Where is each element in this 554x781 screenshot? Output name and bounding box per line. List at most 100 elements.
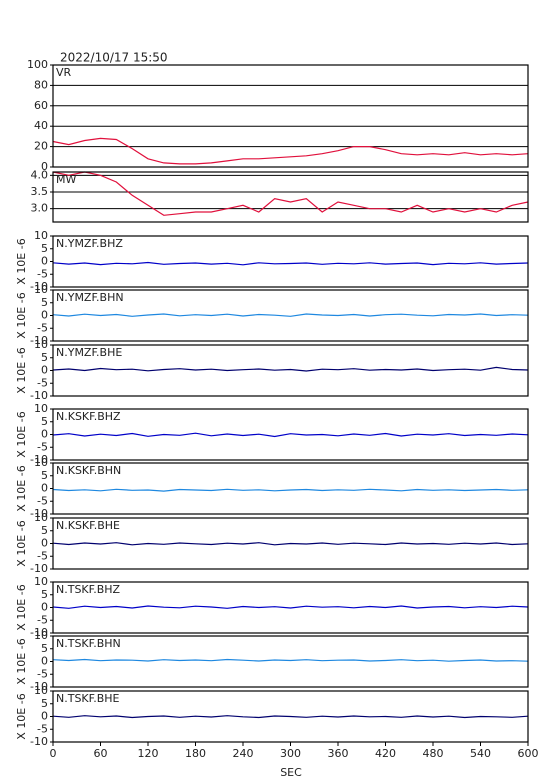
y-tick-label: 5 <box>41 642 48 655</box>
y-axis-label: X 10E -6 <box>15 693 28 739</box>
y-axis-label: X 10E -6 <box>15 411 28 457</box>
x-tick-label: 360 <box>328 747 349 760</box>
y-tick-label: -5 <box>37 440 48 453</box>
y-tick-label: 10 <box>34 629 48 642</box>
chart-title: 2022/10/17 15:50 <box>60 51 168 65</box>
y-tick-label: 0 <box>41 601 48 614</box>
x-tick-label: 600 <box>518 747 539 760</box>
panel-frame <box>52 64 529 168</box>
y-tick-label: 10 <box>34 511 48 524</box>
y-tick-label: -10 <box>30 334 48 347</box>
y-tick-label: 10 <box>34 283 48 296</box>
data-line <box>52 432 529 438</box>
y-tick-label: -5 <box>37 267 48 280</box>
y-tick-label: -10 <box>30 389 48 402</box>
y-tick-label: 5 <box>41 296 48 309</box>
y-tick-label: -5 <box>37 376 48 389</box>
x-tick-label: 420 <box>375 747 396 760</box>
panel-title: N.YMZF.BHZ <box>56 237 123 250</box>
x-tick-label: 300 <box>280 747 301 760</box>
y-tick-label: -5 <box>37 549 48 562</box>
y-tick-label: -5 <box>37 722 48 735</box>
panel-frame <box>52 517 529 570</box>
data-line <box>52 366 529 372</box>
y-tick-label: -10 <box>30 626 48 639</box>
y-tick-label: 5 <box>41 242 48 255</box>
y-tick-label: -5 <box>37 321 48 334</box>
y-tick-label: -5 <box>37 494 48 507</box>
x-axis-label: SEC <box>280 766 302 779</box>
x-tick-label: 240 <box>233 747 254 760</box>
data-line <box>52 261 529 266</box>
y-tick-label: 0 <box>41 364 48 377</box>
data-line <box>52 658 529 662</box>
y-tick-label: -10 <box>30 280 48 293</box>
panel-title: N.TSKF.BHN <box>56 637 121 650</box>
y-tick-label: -10 <box>30 562 48 575</box>
y-tick-label: 10 <box>34 456 48 469</box>
data-line <box>52 715 529 719</box>
data-line <box>52 171 529 216</box>
y-tick-label: 20 <box>34 140 48 153</box>
y-tick-label: -10 <box>30 735 48 748</box>
panel-frame <box>52 171 529 223</box>
panel-title: N.YMZF.BHN <box>56 291 124 304</box>
panel-title: N.KSKF.BHN <box>56 464 121 477</box>
y-tick-label: 60 <box>34 99 48 112</box>
y-tick-label: 5 <box>41 697 48 710</box>
y-tick-label: 0 <box>41 160 48 173</box>
y-tick-label: 5 <box>41 469 48 482</box>
data-line <box>52 313 529 317</box>
panel-title: N.TSKF.BHZ <box>56 583 121 596</box>
y-axis-label: X 10E -6 <box>15 347 28 393</box>
y-tick-label: 5 <box>41 351 48 364</box>
panel-frame <box>52 462 529 515</box>
panel-frame <box>52 289 529 342</box>
x-tick-label: 60 <box>94 747 108 760</box>
y-tick-label: 5 <box>41 524 48 537</box>
y-tick-label: -5 <box>37 667 48 680</box>
panel-frame <box>52 408 529 461</box>
y-tick-label: 0 <box>41 309 48 322</box>
panel-frame <box>52 344 529 397</box>
y-tick-label: 0 <box>41 255 48 268</box>
y-tick-label: 10 <box>34 402 48 415</box>
y-tick-label: 100 <box>27 58 48 71</box>
y-tick-label: -10 <box>30 507 48 520</box>
y-tick-label: 0 <box>41 482 48 495</box>
y-tick-label: 0 <box>41 655 48 668</box>
y-axis-label: X 10E -6 <box>15 465 28 511</box>
panel-title: VR <box>56 66 72 79</box>
y-tick-label: 0 <box>41 710 48 723</box>
y-tick-label: 10 <box>34 229 48 242</box>
panel-frame <box>52 635 529 688</box>
y-axis-label: X 10E -6 <box>15 238 28 284</box>
x-tick-label: 120 <box>138 747 159 760</box>
y-tick-label: -10 <box>30 680 48 693</box>
panel-title: N.KSKF.BHZ <box>56 410 121 423</box>
x-tick-label: 480 <box>423 747 444 760</box>
y-tick-label: 3.0 <box>31 202 49 215</box>
y-tick-label: 0 <box>41 428 48 441</box>
y-tick-label: 80 <box>34 78 48 91</box>
data-line <box>52 137 529 165</box>
y-axis-label: X 10E -6 <box>15 638 28 684</box>
y-tick-label: 40 <box>34 119 48 132</box>
panel-frame <box>52 235 529 288</box>
y-tick-label: 5 <box>41 415 48 428</box>
panel-title: N.TSKF.BHE <box>56 692 120 705</box>
y-axis-label: X 10E -6 <box>15 520 28 566</box>
y-tick-label: 3.5 <box>31 185 49 198</box>
y-tick-label: 0 <box>41 537 48 550</box>
x-tick-label: 0 <box>50 747 57 760</box>
y-axis-label: X 10E -6 <box>15 292 28 338</box>
y-tick-label: -10 <box>30 453 48 466</box>
data-line <box>52 542 529 546</box>
data-line <box>52 605 529 609</box>
panel-title: MW <box>56 173 76 186</box>
x-tick-label: 180 <box>185 747 206 760</box>
panel-title: N.YMZF.BHE <box>56 346 122 359</box>
panel-title: N.KSKF.BHE <box>56 519 120 532</box>
